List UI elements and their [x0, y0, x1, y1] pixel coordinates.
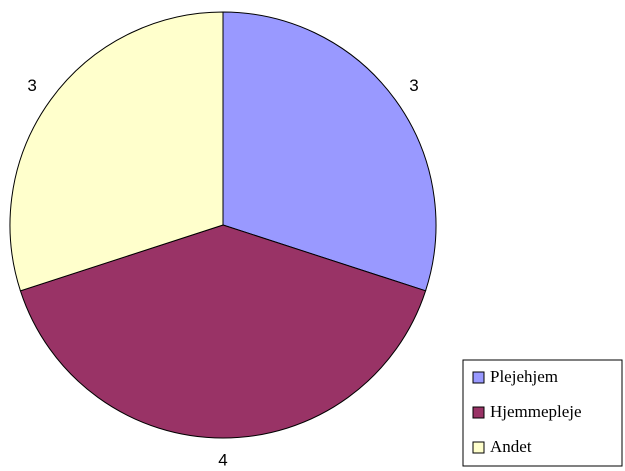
pie-slice	[19, 224, 427, 439]
legend-label: Andet	[490, 437, 532, 456]
pie-slice	[9, 11, 224, 292]
pie-slice	[222, 11, 437, 292]
data-label: 4	[218, 450, 227, 469]
legend-label: Plejehjem	[490, 367, 558, 386]
legend-swatch	[472, 371, 485, 384]
legend-label: Hjemmepleje	[490, 402, 582, 421]
data-label: 3	[409, 76, 418, 95]
legend-box	[462, 359, 623, 467]
legend-swatch	[472, 441, 485, 454]
legend-swatch	[472, 406, 485, 419]
data-label: 3	[27, 76, 36, 95]
